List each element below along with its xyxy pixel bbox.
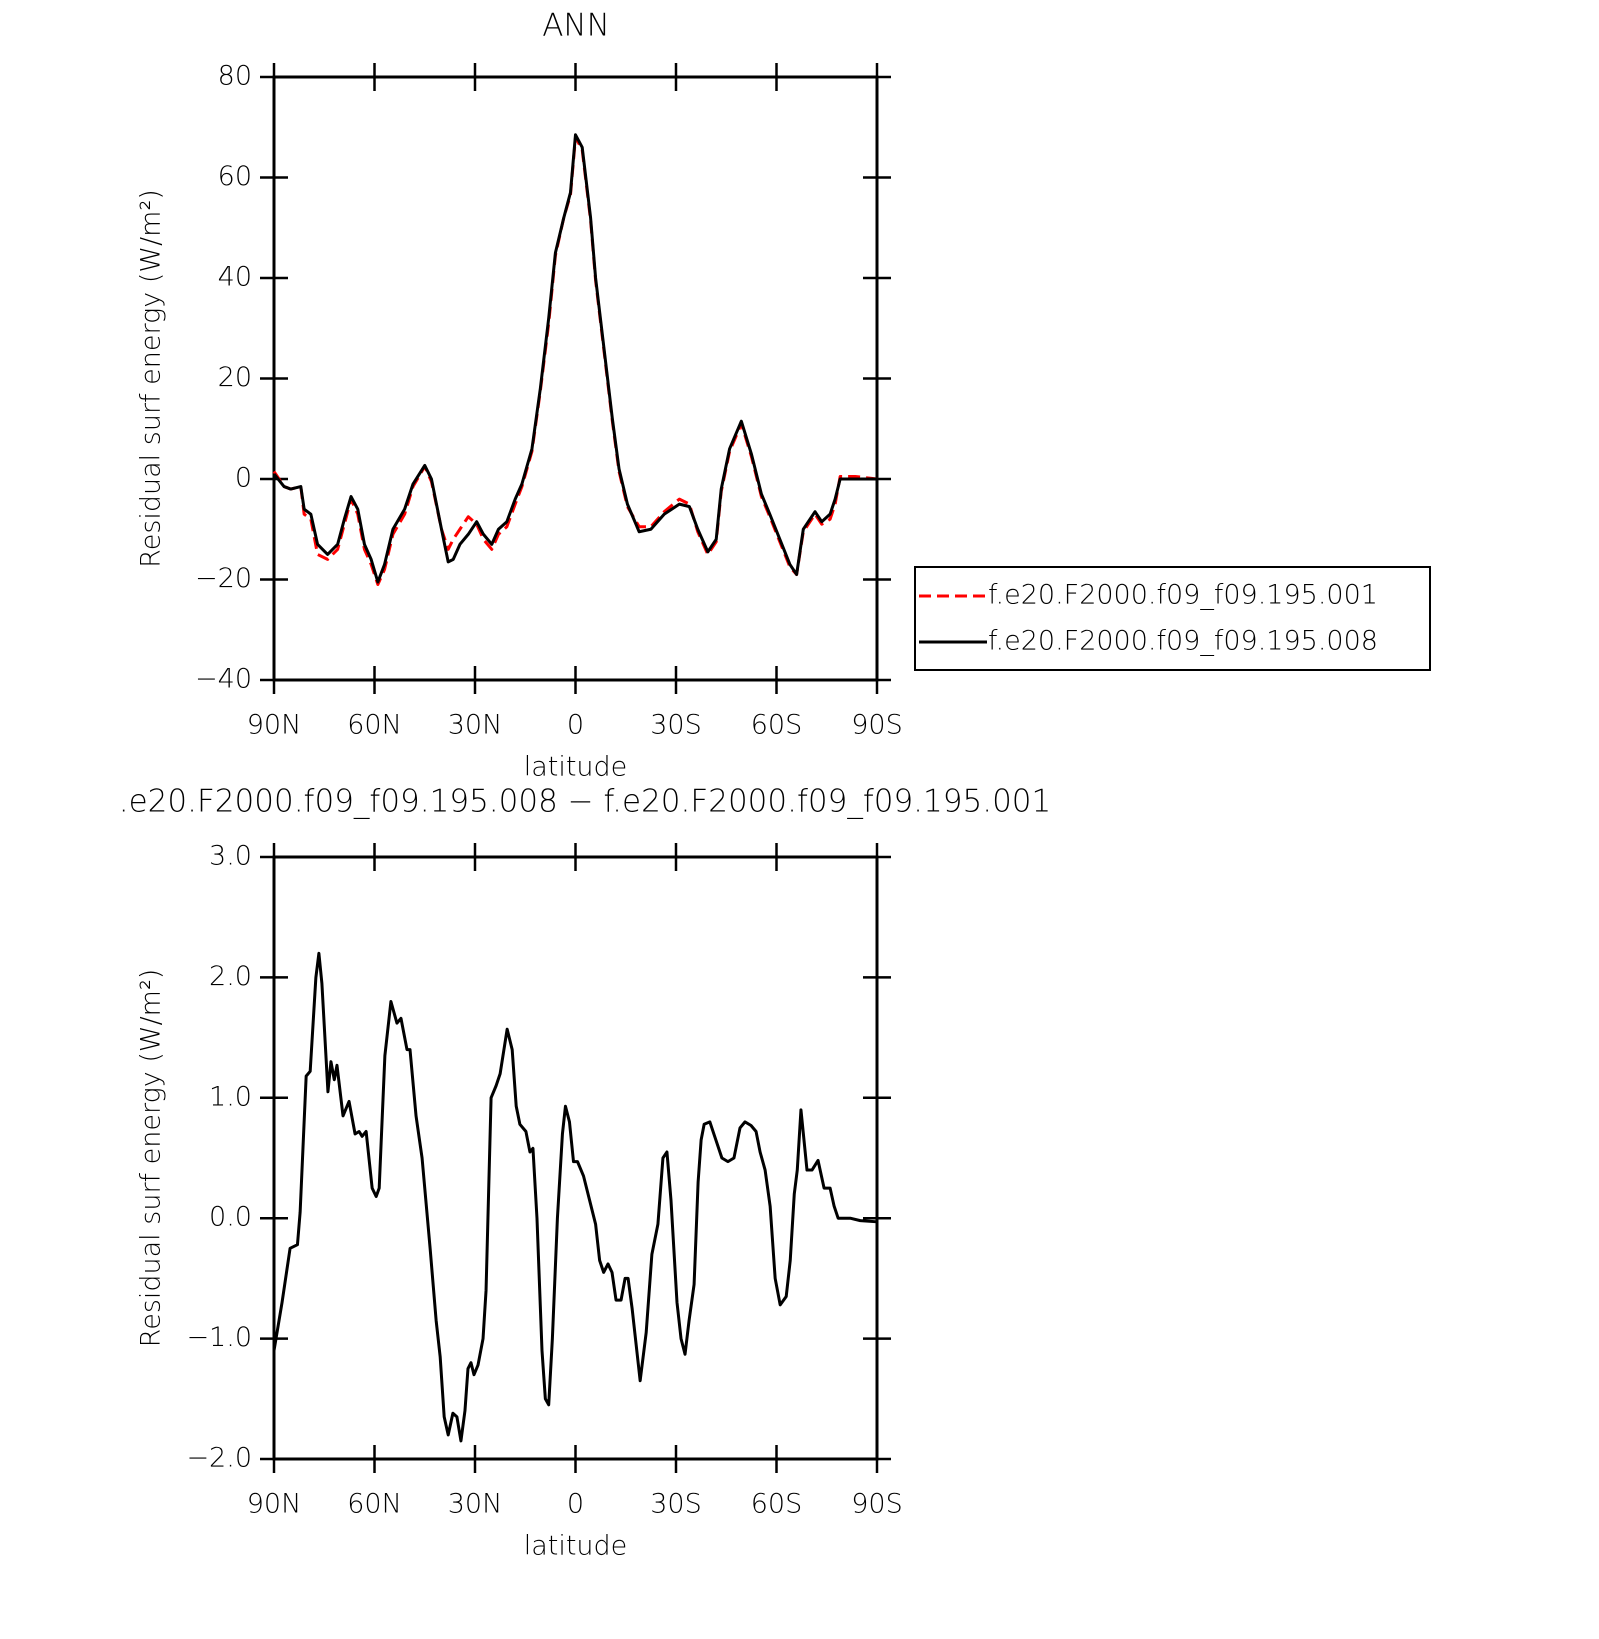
y-tick-label: −40 <box>195 664 252 695</box>
y-tick-label: 40 <box>218 262 252 293</box>
y-axis-label: Residual surf energy (W/m²) <box>136 969 167 1348</box>
x-tick-label: 60N <box>347 710 402 741</box>
x-tick-label: 60S <box>751 1489 803 1520</box>
x-tick-label: 30S <box>650 1489 702 1520</box>
x-tick-label: 0 <box>567 1489 584 1520</box>
x-tick-label: 90N <box>247 710 302 741</box>
x-tick-label: 60S <box>751 710 803 741</box>
y-tick-label: 1.0 <box>209 1081 252 1112</box>
y-tick-label: 20 <box>218 362 252 393</box>
x-tick-label: 60N <box>347 1489 402 1520</box>
plot: .e20.F2000.f09_f09.195.008 − f.e20.F2000… <box>119 784 1051 1562</box>
y-tick-label: 2.0 <box>209 961 252 992</box>
legend-label: f.e20.F2000.f09_f09.195.008 <box>988 626 1378 657</box>
x-tick-label: 30N <box>448 1489 503 1520</box>
y-axis-label: Residual surf energy (W/m²) <box>136 189 167 568</box>
y-tick-label: 80 <box>218 61 252 92</box>
x-axis-label: latitude <box>524 752 628 783</box>
chart-title: .e20.F2000.f09_f09.195.008 − f.e20.F2000… <box>119 784 1051 820</box>
x-tick-label: 90N <box>247 1489 302 1520</box>
y-tick-label: −1.0 <box>186 1322 252 1353</box>
y-tick-label: −2.0 <box>186 1443 252 1474</box>
x-tick-label: 90S <box>851 710 903 741</box>
data-line <box>272 951 878 1443</box>
x-tick-label: 30N <box>448 710 503 741</box>
x-axis-label: latitude <box>524 1531 628 1562</box>
y-tick-label: 0.0 <box>209 1202 252 1233</box>
y-tick-label: 3.0 <box>209 841 252 872</box>
y-tick-label: −20 <box>195 563 252 594</box>
y-tick-label: 60 <box>218 161 252 192</box>
x-tick-label: 0 <box>567 710 584 741</box>
y-tick-label: 0 <box>235 463 252 494</box>
legend-label: f.e20.F2000.f09_f09.195.001 <box>988 580 1378 611</box>
legend-box <box>914 566 1431 671</box>
plot-frame <box>272 75 879 682</box>
chart-title: ANN <box>542 8 610 44</box>
data-line <box>272 133 877 584</box>
plot: ANN −40 −20 0 20 40 60 80 90N 60N 30N 0 30S 60S 90S lat… <box>136 8 1431 783</box>
x-tick-label: 90S <box>851 1489 903 1520</box>
legend: f.e20.F2000.f09_f09.195.001 f.e20.F2000.f… <box>914 566 1431 671</box>
x-tick-label: 30S <box>650 710 702 741</box>
plot-frame <box>272 855 879 1461</box>
data-line <box>272 135 878 587</box>
